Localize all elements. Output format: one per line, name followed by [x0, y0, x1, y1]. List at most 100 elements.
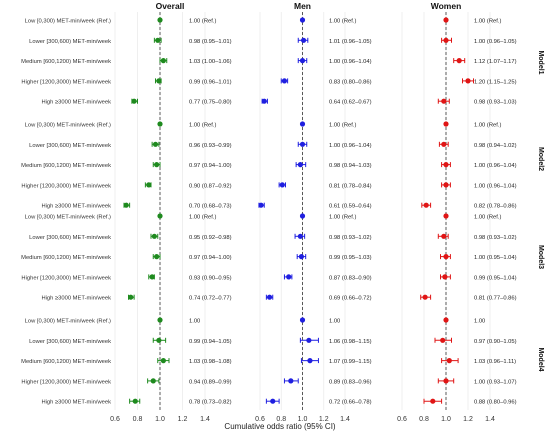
or-point: [430, 398, 436, 404]
or-point: [300, 37, 307, 43]
model-strip-label: Model1: [537, 50, 544, 74]
or-value-label: 1.00: [329, 319, 340, 325]
or-point: [299, 58, 306, 64]
or-value-label: 0.98 (0.94–1.02): [474, 143, 517, 149]
or-point: [132, 398, 138, 404]
or-value-label: 0.96 (0.93–0.99): [189, 143, 232, 149]
or-value-label: 0.83 (0.80–0.86): [329, 79, 372, 85]
or-value-label: 1.00 (0.96–1.04): [329, 59, 372, 65]
x-axis-title: Cumulative odds ratio (95% CI): [224, 422, 335, 431]
or-value-label: 0.97 (0.90–1.05): [474, 339, 517, 345]
row-label: High ≥3000 MET-min/week: [41, 400, 111, 406]
or-point: [154, 162, 160, 168]
or-value-label: 0.90 (0.87–0.92): [189, 183, 232, 189]
or-value-label: 1.00 (Ref.): [474, 19, 501, 25]
model-strip: [530, 205, 550, 309]
or-point: [443, 121, 449, 127]
or-value-label: 1.00 (0.96–1.05): [474, 39, 517, 45]
or-value-label: 0.93 (0.90–0.95): [189, 275, 232, 281]
or-value-label: 0.64 (0.62–0.67): [329, 100, 372, 106]
text-labels: 0.6 0.8 1.0 1.2 1.4 Overall 0.6 0.8 1.0 1.2 1.4 Men…: [21, 1, 544, 423]
model-strip: [530, 113, 550, 205]
or-value-label: 1.00: [189, 319, 200, 325]
row-label: Lower [300,600) MET-min/week: [29, 235, 111, 241]
or-point: [150, 378, 156, 384]
row-label: High ≥3000 MET-min/week: [41, 100, 111, 106]
model-strip-label: Model3: [537, 245, 544, 269]
row-label: Low [0,300) MET-min/week (Ref.): [25, 19, 111, 25]
or-value-label: 1.00 (0.95–1.04): [474, 255, 517, 261]
or-point: [443, 182, 449, 188]
or-point: [443, 213, 449, 219]
or-point: [440, 337, 446, 343]
or-value-label: 1.06 (0.98–1.15): [329, 339, 372, 345]
or-point: [288, 378, 294, 384]
or-point: [131, 98, 137, 104]
or-value-label: 1.00 (Ref.): [329, 19, 356, 25]
or-value-label: 0.61 (0.59–0.64): [329, 204, 372, 210]
or-value-label: 0.99 (0.95–1.04): [474, 275, 517, 281]
model-strips: [530, 12, 550, 410]
or-value-label: 0.98 (0.95–1.01): [189, 39, 232, 45]
or-point: [155, 37, 161, 43]
or-value-label: 0.78 (0.73–0.82): [189, 400, 232, 406]
x-tick-label: 1.4: [485, 416, 495, 423]
or-value-label: 0.69 (0.66–0.72): [329, 296, 372, 302]
or-value-label: 0.95 (0.92–0.98): [189, 235, 232, 241]
or-point: [297, 233, 303, 239]
or-value-label: 1.12 (1.07–1.17): [474, 59, 517, 65]
or-point: [157, 213, 163, 219]
or-point: [297, 162, 303, 168]
or-point: [299, 121, 306, 127]
or-value-label: 1.00 (Ref.): [189, 123, 216, 129]
model-strip-label: Model4: [537, 347, 544, 371]
or-value-label: 0.99 (0.95–1.03): [329, 255, 372, 261]
x-tick-label: 1.4: [340, 416, 350, 423]
or-value-label: 1.00: [474, 319, 485, 325]
or-value-label: 1.00 (Ref.): [474, 215, 501, 221]
or-point: [156, 78, 162, 84]
data-marks: [123, 17, 474, 404]
x-tick-label: 0.8: [133, 416, 143, 423]
or-value-label: 1.00 (0.93–1.07): [474, 379, 517, 385]
or-point: [456, 58, 462, 64]
or-value-label: 0.81 (0.78–0.84): [329, 183, 372, 189]
or-value-label: 1.20 (1.15–1.25): [474, 79, 517, 85]
row-label: Low [0,300) MET-min/week (Ref.): [25, 215, 111, 221]
row-label: Low [0,300) MET-min/week (Ref.): [25, 123, 111, 129]
or-point: [160, 58, 166, 64]
or-point: [279, 182, 285, 188]
x-tick-label: 1.2: [319, 416, 329, 423]
or-point: [258, 202, 264, 208]
or-value-label: 0.98 (0.93–1.02): [329, 235, 372, 241]
row-label: Higher [1200,3000) MET-min/week: [21, 275, 111, 281]
or-value-label: 0.81 (0.77–0.86): [474, 296, 517, 302]
or-value-label: 1.00 (0.96–1.04): [474, 163, 517, 169]
or-value-label: 0.74 (0.72–0.77): [189, 296, 232, 302]
or-point: [443, 317, 449, 323]
or-value-label: 0.99 (0.96–1.01): [189, 79, 232, 85]
or-value-label: 0.82 (0.78–0.86): [474, 204, 517, 210]
or-point: [441, 141, 447, 147]
or-point: [443, 37, 449, 43]
or-point: [443, 17, 449, 23]
or-value-label: 0.88 (0.80–0.96): [474, 400, 517, 406]
or-value-label: 0.87 (0.83–0.90): [329, 275, 372, 281]
or-point: [443, 162, 449, 168]
or-point: [157, 17, 163, 23]
or-point: [441, 233, 447, 239]
model-strip: [530, 309, 550, 410]
or-point: [299, 17, 306, 23]
or-value-label: 0.98 (0.93–1.03): [474, 100, 517, 106]
x-tick-label: 0.6: [397, 416, 407, 423]
or-value-label: 0.94 (0.89–0.99): [189, 379, 232, 385]
or-point: [146, 182, 152, 188]
or-point: [298, 254, 305, 260]
x-tick-label: 1.0: [298, 416, 308, 423]
row-label: Higher [1200,3000) MET-min/week: [21, 379, 111, 385]
or-point: [441, 98, 447, 104]
or-value-label: 1.07 (0.99–1.15): [329, 359, 372, 365]
or-value-label: 0.72 (0.66–0.78): [329, 400, 372, 406]
x-tick-label: 0.6: [110, 416, 120, 423]
